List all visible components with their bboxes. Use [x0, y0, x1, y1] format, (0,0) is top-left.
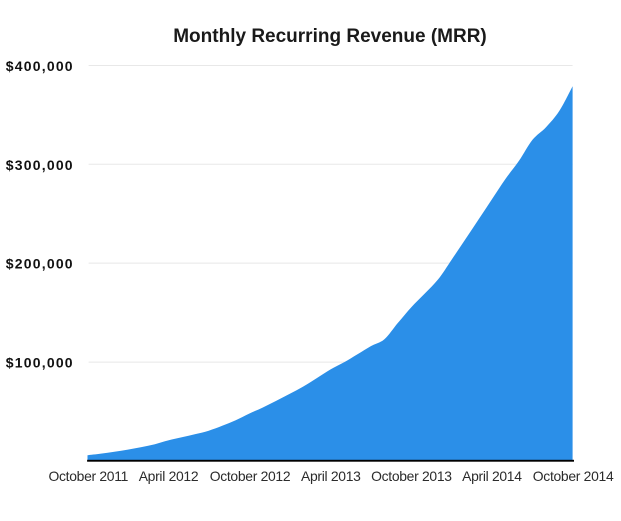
- svg-text:October 2012: October 2012: [210, 468, 291, 484]
- svg-text:April 2013: April 2013: [301, 468, 361, 484]
- svg-text:$200,000: $200,000: [6, 256, 74, 272]
- svg-text:Monthly Recurring Revenue (MRR: Monthly Recurring Revenue (MRR): [173, 26, 487, 47]
- svg-text:April 2012: April 2012: [139, 468, 199, 484]
- svg-text:$100,000: $100,000: [6, 355, 74, 371]
- svg-text:October 2014: October 2014: [533, 468, 614, 484]
- svg-text:$400,000: $400,000: [6, 58, 74, 74]
- svg-text:April 2014: April 2014: [462, 468, 522, 484]
- svg-text:October 2013: October 2013: [371, 468, 452, 484]
- svg-text:October 2011: October 2011: [49, 468, 129, 484]
- svg-text:$300,000: $300,000: [6, 157, 74, 173]
